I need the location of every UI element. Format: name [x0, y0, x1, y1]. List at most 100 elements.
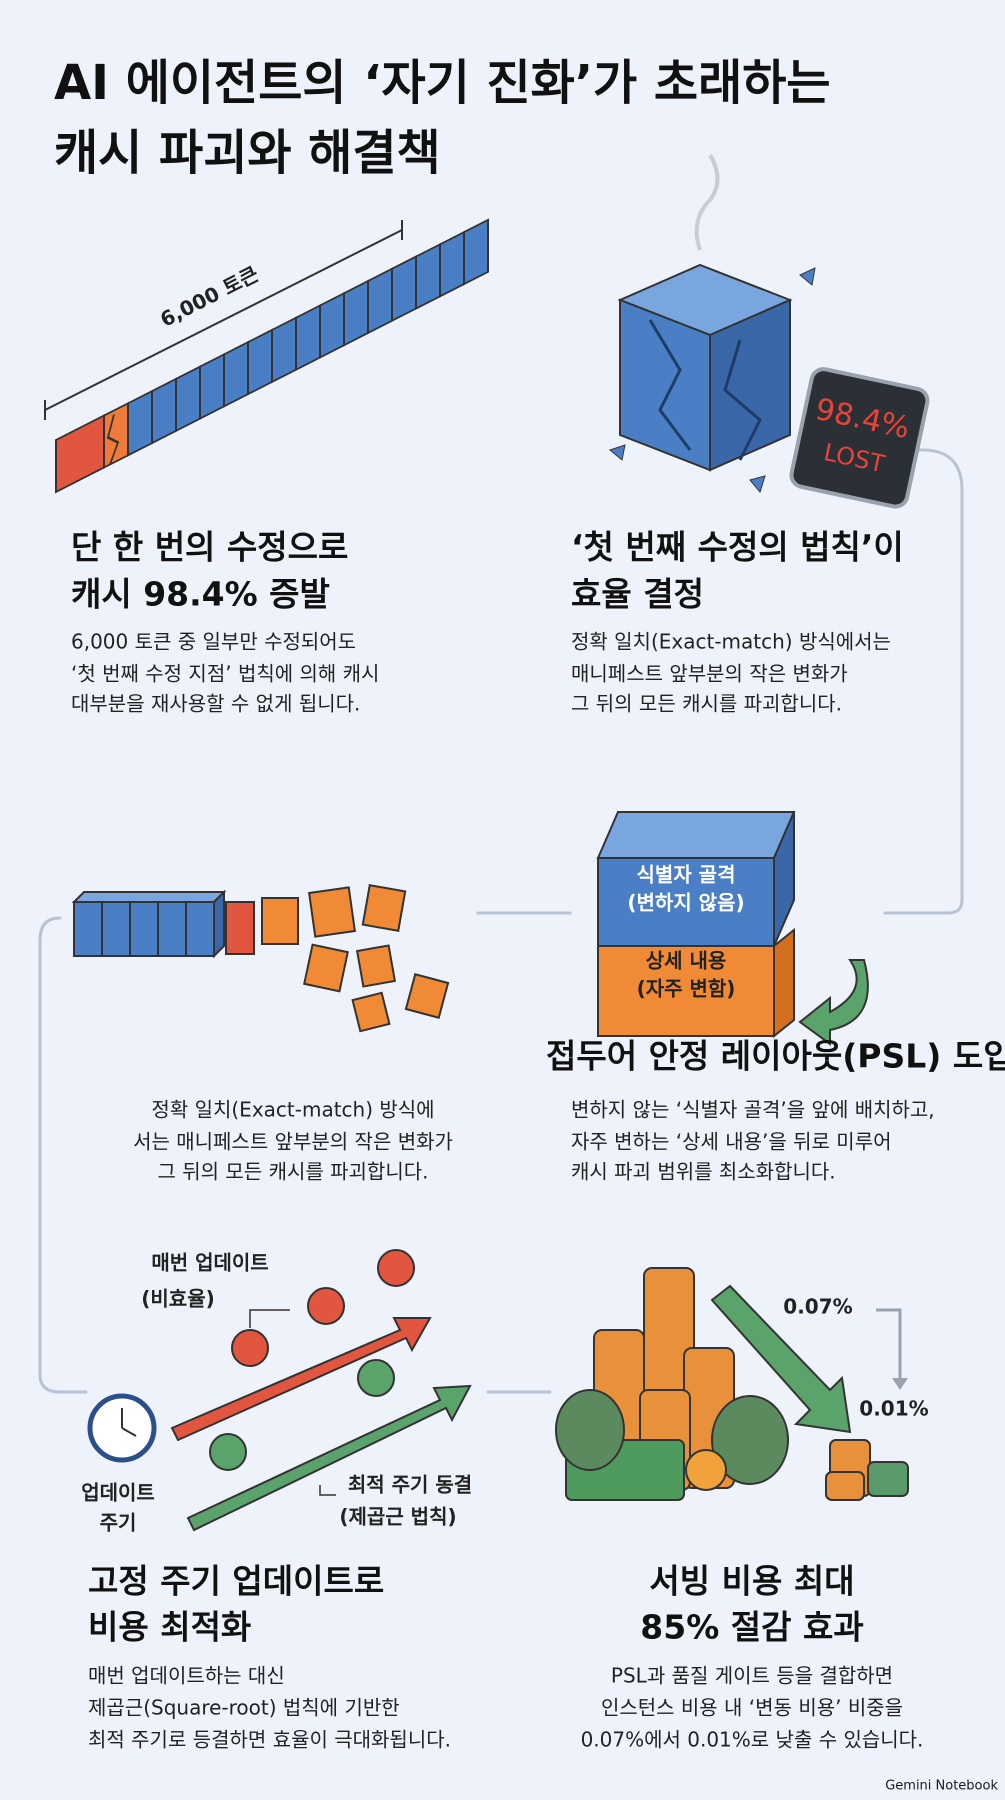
decoration	[343, 279, 369, 347]
footer-brand: Gemini Notebook	[885, 1779, 998, 1794]
decoration	[377, 1249, 415, 1287]
decoration	[151, 377, 177, 445]
decoration	[213, 889, 225, 959]
panel-heading: 단 한 번의 수정으로	[71, 528, 348, 567]
illustration-label: 매번 업데이트	[151, 1251, 268, 1275]
decoration	[711, 1395, 789, 1485]
illustration-label: 0.01%	[859, 1397, 928, 1421]
decoration	[129, 901, 159, 957]
decoration	[367, 267, 393, 335]
decoration	[892, 1378, 908, 1390]
illustration-label: (제곱근 법칙)	[339, 1505, 456, 1529]
panel-body: PSL과 품질 게이트 등을 결합하면	[611, 1664, 893, 1688]
decoration	[825, 1471, 865, 1501]
decoration	[103, 401, 129, 470]
title-line: AI 에이전트의 ‘자기 진화’가 초래하는	[54, 55, 831, 111]
decoration	[303, 943, 349, 993]
decoration	[648, 319, 692, 451]
illustration-label: (변하지 않음)	[627, 891, 744, 915]
decoration	[73, 901, 103, 957]
panel-body: 그 뒤의 모든 캐시를 파괴합니다.	[571, 692, 842, 716]
decoration	[723, 339, 762, 461]
panel-body: 그 뒤의 모든 캐시를 파괴합니다.	[158, 1160, 429, 1184]
panel-body: 자주 변하는 ‘상세 내용’을 뒤로 미루어	[571, 1130, 892, 1154]
decoration	[789, 367, 930, 509]
decoration	[127, 389, 153, 457]
layer-boxes	[596, 811, 869, 1046]
decoration	[357, 1359, 395, 1397]
coins	[555, 1267, 909, 1501]
decoration	[463, 218, 489, 286]
illustration-label: 식별자 골격	[637, 863, 736, 887]
decoration	[799, 267, 816, 286]
update-arrows	[87, 1249, 472, 1532]
panel-body: 변하지 않는 ‘식별자 골격’을 앞에 배치하고,	[571, 1098, 935, 1122]
panel-heading: 고정 주기 업데이트로	[88, 1562, 384, 1601]
decoration	[709, 298, 791, 472]
token-bar: 6,000 토큰	[44, 218, 489, 494]
decoration	[773, 811, 795, 947]
decoration	[295, 303, 321, 372]
title-line: 캐시 파괴와 해결책	[54, 125, 441, 181]
illustration-label: (비효율)	[141, 1287, 214, 1311]
decoration	[439, 230, 465, 298]
panel-body: 정확 일치(Exact-match) 방식에	[151, 1098, 434, 1122]
illustration-label: 업데이트	[81, 1481, 155, 1505]
panel-heading: 비용 최적화	[88, 1608, 251, 1647]
decoration	[175, 365, 201, 433]
decoration	[261, 897, 299, 945]
decoration	[685, 1449, 727, 1491]
decoration	[71, 891, 227, 903]
panel-body: 0.07%에서 0.01%로 낮출 수 있습니다.	[581, 1728, 924, 1752]
panel-body: 매니페스트 앞부분의 작은 변화가	[571, 662, 848, 686]
panel-heading: ‘첫 번째 수정의 법칙’이	[571, 528, 904, 567]
decoration	[307, 1287, 345, 1325]
decoration	[555, 1389, 625, 1471]
decoration	[319, 291, 345, 359]
broken-cube: 98.4% LOST	[608, 153, 930, 509]
decoration: 98.4% LOST	[789, 367, 930, 509]
decoration	[249, 1309, 290, 1328]
decoration	[223, 340, 249, 408]
panel-heading: 서빙 비용 최대	[649, 1562, 854, 1601]
decoration	[798, 959, 869, 1046]
panel-body: ‘첫 번째 수정 지점’ 법칙에 의해 캐시	[71, 662, 379, 686]
illustration-label: 상세 내용	[646, 949, 727, 973]
decoration	[308, 886, 356, 938]
connectors	[38, 448, 964, 1394]
decoration	[157, 901, 187, 957]
decoration	[773, 927, 795, 1039]
decoration	[351, 991, 391, 1033]
decoration	[876, 1308, 902, 1380]
panel-body: 인스턴스 비용 내 ‘변동 비용’ 비중을	[601, 1696, 903, 1720]
panel-heading: 효율 결정	[571, 575, 704, 614]
decoration	[608, 444, 626, 461]
decoration	[231, 1329, 269, 1367]
decoration	[710, 1284, 852, 1434]
decoration	[883, 448, 964, 915]
decoration	[38, 916, 88, 1394]
panel-body: 6,000 토큰 중 일부만 수정되어도	[71, 630, 356, 654]
decoration	[361, 884, 407, 932]
decoration	[247, 328, 273, 396]
panel-heading: 접두어 안정 레이아웃(PSL) 도입	[546, 1037, 1005, 1076]
decoration	[199, 352, 225, 421]
illustration-label: 0.07%	[783, 1295, 852, 1319]
panel-body: 정확 일치(Exact-match) 방식에서는	[571, 630, 891, 654]
panel-body: 제곱근(Square-root) 법칙에 기반한	[88, 1696, 400, 1720]
decoration	[355, 944, 397, 988]
decoration	[55, 218, 489, 494]
panel-body: 매번 업데이트하는 대신	[88, 1664, 285, 1688]
decoration	[596, 811, 796, 859]
decoration	[694, 153, 720, 251]
panel-body: 캐시 파괴 범위를 최소화합니다.	[571, 1160, 836, 1184]
decoration	[271, 316, 297, 384]
illustration-label: (자주 변함)	[637, 977, 736, 1001]
decoration	[867, 1461, 909, 1497]
decoration	[106, 414, 120, 465]
decoration	[225, 901, 255, 955]
panel-body: 최적 주기로 등결하면 효율이 극대화됩니다.	[88, 1728, 451, 1752]
decoration	[415, 242, 441, 311]
